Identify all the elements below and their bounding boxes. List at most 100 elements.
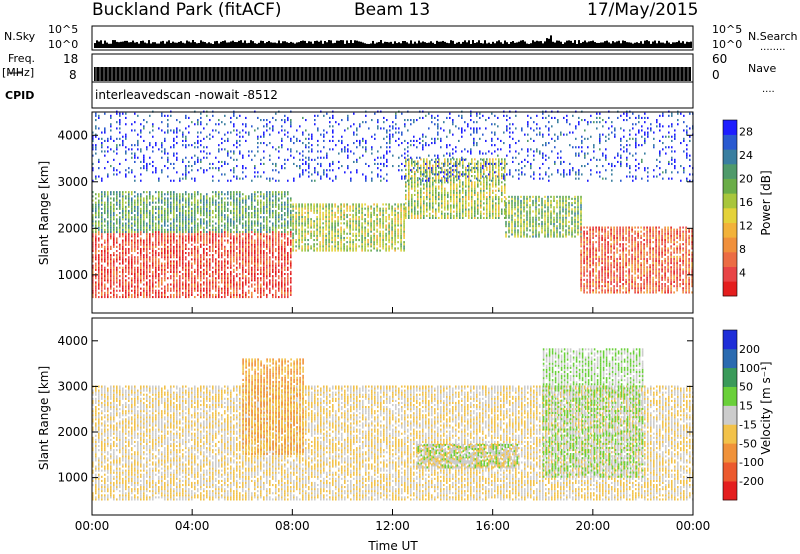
data-cell xyxy=(367,230,369,233)
data-cell xyxy=(453,158,455,161)
data-cell xyxy=(119,275,121,278)
data-cell xyxy=(104,258,106,261)
data-cell xyxy=(200,226,202,229)
data-cell xyxy=(92,245,94,248)
data-cell xyxy=(164,216,166,219)
data-cell xyxy=(206,212,208,215)
data-cell xyxy=(468,208,470,211)
data-cell xyxy=(173,212,175,215)
data-cell xyxy=(131,289,133,292)
data-cell xyxy=(263,283,265,286)
nsky-bar xyxy=(212,43,214,48)
data-cell xyxy=(113,281,115,284)
data-cell xyxy=(161,287,163,290)
data-cell xyxy=(206,254,208,257)
data-cell xyxy=(194,245,196,248)
data-cell xyxy=(113,212,115,215)
data-cell xyxy=(411,168,413,171)
data-cell xyxy=(110,296,112,299)
data-cell xyxy=(116,260,118,263)
data-cell xyxy=(337,236,339,239)
data-cell xyxy=(465,177,467,180)
data-cell xyxy=(227,233,229,236)
data-cell xyxy=(281,252,283,255)
data-cell xyxy=(206,224,208,227)
data-cell xyxy=(468,170,470,173)
data-cell xyxy=(224,291,226,294)
data-cell xyxy=(173,191,175,194)
data-cell xyxy=(227,266,229,269)
data-cell xyxy=(113,293,115,296)
data-cell xyxy=(203,226,205,229)
data-cell xyxy=(158,262,160,265)
data-cell xyxy=(128,268,130,271)
data-cell xyxy=(95,245,97,248)
data-cell xyxy=(110,216,112,219)
nsky-bar xyxy=(330,40,332,48)
data-cell xyxy=(212,260,214,263)
data-cell xyxy=(155,226,157,229)
data-cell xyxy=(260,279,262,282)
data-cell xyxy=(290,266,292,269)
nsky-bar xyxy=(630,42,632,48)
data-cell xyxy=(254,222,256,225)
data-cell xyxy=(170,260,172,263)
data-cell xyxy=(107,191,109,194)
data-cell xyxy=(263,216,265,219)
data-cell xyxy=(505,231,507,234)
data-cell xyxy=(164,266,166,269)
data-cell xyxy=(179,199,181,202)
data-cell xyxy=(414,193,416,196)
data-cell xyxy=(248,270,250,273)
nsky-bar xyxy=(244,40,246,48)
data-cell xyxy=(215,222,217,225)
data-cell xyxy=(152,262,154,265)
data-cell xyxy=(236,247,238,250)
data-cell xyxy=(185,268,187,271)
data-cell xyxy=(266,235,268,238)
data-cell xyxy=(269,226,271,229)
data-cell xyxy=(340,222,342,225)
data-cell xyxy=(209,199,211,202)
data-cell xyxy=(107,199,109,202)
data-cell xyxy=(212,254,214,257)
data-cell xyxy=(179,260,181,263)
data-cell xyxy=(140,281,142,284)
data-cell xyxy=(287,201,289,204)
data-cell xyxy=(287,291,289,294)
data-cell xyxy=(236,199,238,202)
data-cell xyxy=(417,177,419,180)
data-cell xyxy=(122,205,124,208)
data-cell xyxy=(269,258,271,261)
data-cell xyxy=(465,158,467,161)
data-cell xyxy=(462,158,464,161)
data-cell xyxy=(197,277,199,280)
nsky-bar xyxy=(252,41,254,48)
data-cell xyxy=(113,268,115,271)
data-cell xyxy=(284,235,286,238)
data-cell xyxy=(284,266,286,269)
data-cell xyxy=(504,187,506,190)
data-cell xyxy=(447,181,449,184)
data-cell xyxy=(182,209,184,212)
data-cell xyxy=(450,204,452,207)
data-cell xyxy=(358,205,360,208)
data-cell xyxy=(167,277,169,280)
data-cell xyxy=(179,264,181,267)
data-cell xyxy=(107,237,109,240)
data-cell xyxy=(471,175,473,178)
data-cell xyxy=(272,205,274,208)
data-cell xyxy=(140,250,142,253)
nsky-bar xyxy=(310,41,312,48)
data-cell xyxy=(218,277,220,280)
data-cell xyxy=(149,245,151,248)
data-cell xyxy=(92,228,94,231)
data-cell xyxy=(146,285,148,288)
data-cell xyxy=(319,216,321,219)
data-cell xyxy=(134,224,136,227)
data-cell xyxy=(391,224,393,227)
data-cell xyxy=(230,209,232,212)
data-cell xyxy=(254,258,256,261)
data-cell xyxy=(349,241,351,244)
data-cell xyxy=(92,287,94,290)
